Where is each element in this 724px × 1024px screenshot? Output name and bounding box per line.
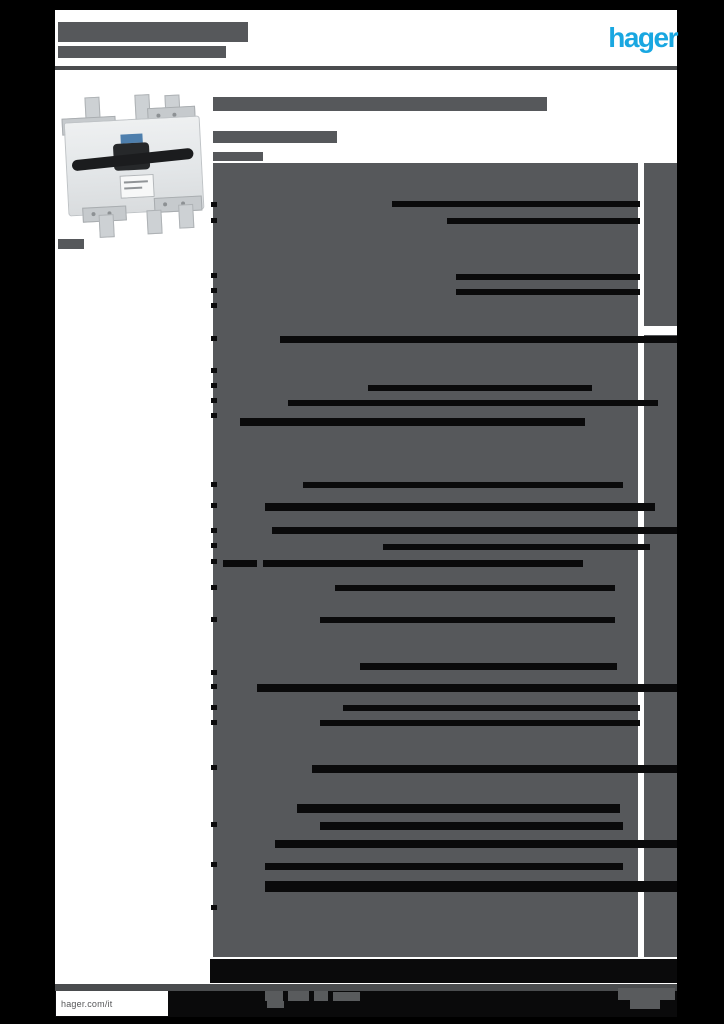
content-rule-bar — [360, 663, 617, 670]
footer-page-ref-redacted — [618, 988, 675, 1000]
bullet-marker — [211, 303, 217, 308]
content-rule-bar — [223, 560, 257, 567]
bullet-marker — [211, 336, 217, 341]
switch-rating-label — [119, 173, 155, 199]
bullet-marker — [211, 398, 217, 403]
photo-caption-redacted — [58, 239, 84, 249]
content-rule-bar — [368, 385, 592, 391]
header-rule — [55, 66, 677, 70]
bullet-marker — [211, 705, 217, 710]
content-rule-bar — [265, 503, 655, 511]
bullet-marker — [211, 585, 217, 590]
hager-logo: hager — [608, 22, 678, 53]
footer-text-redacted — [267, 1001, 284, 1008]
bullet-marker — [211, 720, 217, 725]
footer-text-redacted — [333, 992, 360, 1001]
bullet-marker — [211, 559, 217, 564]
content-rule-bar — [343, 705, 640, 711]
content-rule-bar — [240, 418, 585, 426]
content-rule-bar — [335, 585, 615, 591]
bottom-terminal-stem — [146, 209, 163, 235]
bullet-marker — [211, 218, 217, 223]
content-rule-bar — [288, 400, 658, 406]
bullet-marker — [211, 862, 217, 867]
content-rule-bar — [280, 336, 677, 343]
content-rule-bar — [275, 840, 677, 848]
content-values-column — [644, 163, 677, 957]
content-rule-bar — [392, 201, 640, 207]
bullet-marker — [211, 273, 217, 278]
content-rule-bar — [320, 822, 623, 830]
bullet-marker — [211, 202, 217, 207]
footer-link[interactable]: hager.com/it — [61, 998, 113, 1009]
bullet-marker — [211, 482, 217, 487]
footer-text-redacted — [314, 991, 328, 1001]
changeover-switch-image — [58, 91, 208, 238]
bottom-terminal-stem — [178, 203, 195, 229]
content-bottom-band — [210, 959, 677, 983]
product-photo — [61, 94, 205, 238]
bullet-marker — [211, 543, 217, 548]
content-rule-bar — [263, 560, 583, 567]
content-rule-bar — [456, 274, 640, 280]
content-rule-bar — [272, 527, 677, 534]
bullet-marker — [211, 617, 217, 622]
content-rule-bar — [320, 617, 615, 623]
content-rule-bar — [257, 684, 677, 692]
section-subtitle-redacted — [213, 131, 337, 143]
content-rule-bar — [303, 482, 623, 488]
footer-link-box: hager.com/it — [56, 991, 168, 1016]
footer-page-ref-redacted — [630, 1000, 660, 1009]
content-rule-bar — [265, 881, 677, 892]
bullet-marker — [211, 905, 217, 910]
footer-text-redacted — [288, 991, 309, 1001]
header-title-line1-redacted — [58, 22, 248, 42]
bullet-marker — [211, 822, 217, 827]
bullet-marker — [211, 503, 217, 508]
content-rule-bar — [265, 863, 623, 870]
content-rule-bar — [297, 804, 620, 813]
content-rule-bar — [456, 289, 640, 295]
content-rule-bar — [320, 720, 640, 726]
header-title-line2-redacted — [58, 46, 226, 58]
paragraph-lead-redacted — [213, 152, 263, 161]
content-rule-bar — [447, 218, 640, 224]
footer-text-redacted — [265, 991, 283, 1001]
bullet-marker — [211, 670, 217, 675]
bullet-marker — [211, 765, 217, 770]
bullet-marker — [211, 413, 217, 418]
bullet-marker — [211, 288, 217, 293]
content-rule-bar — [312, 765, 677, 773]
bullet-marker — [211, 368, 217, 373]
bullet-marker — [211, 528, 217, 533]
footer-top-strip — [55, 984, 677, 991]
section-title-redacted — [213, 97, 547, 111]
content-rule-bar — [383, 544, 650, 550]
values-column-gap — [644, 326, 677, 335]
bottom-terminal-stem — [98, 214, 115, 238]
bullet-marker — [211, 684, 217, 689]
bullet-marker — [211, 383, 217, 388]
